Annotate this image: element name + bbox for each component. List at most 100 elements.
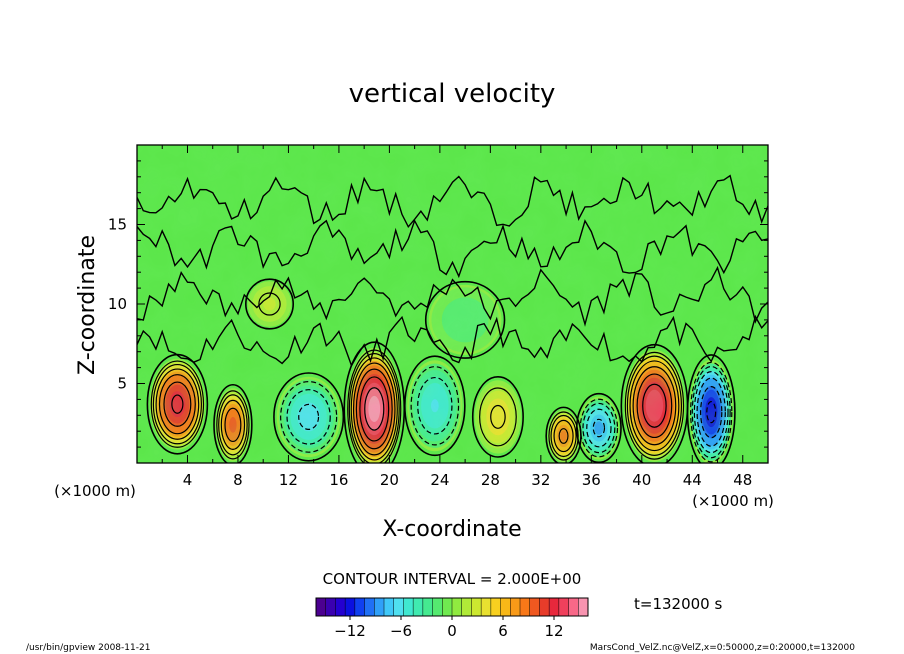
x-tick-label: 36	[582, 471, 601, 489]
contour-line	[220, 399, 246, 450]
zero-contour-lines	[137, 174, 768, 463]
colorbar-swatch	[549, 598, 560, 616]
contour-line	[410, 366, 460, 446]
zero-contour	[137, 314, 768, 368]
contour-line	[258, 292, 281, 316]
x-axis: 4 8 12 16 20 24 28 32 36 40 44 48	[161, 145, 752, 489]
contour-line	[171, 394, 184, 414]
x-tick-label: 48	[733, 471, 752, 489]
chart-title: vertical velocity	[349, 79, 556, 109]
contour-line	[624, 351, 685, 460]
zero-contour	[686, 354, 736, 463]
y-tick-label: 5	[117, 375, 127, 393]
contour-line	[579, 398, 619, 458]
colorbar-swatch	[471, 598, 482, 616]
colorbar-swatch	[345, 598, 356, 616]
contour-line	[626, 355, 683, 456]
colorbar-swatch	[364, 598, 375, 616]
x-tick-label: 8	[233, 471, 243, 489]
x-axis-unit-right: (×1000 m)	[692, 492, 774, 510]
x-tick-label: 24	[430, 471, 449, 489]
y-tick-label: 15	[108, 216, 127, 234]
contour-line	[352, 362, 396, 456]
contour-line	[364, 387, 385, 431]
zero-contour	[213, 383, 253, 463]
contour-line	[158, 374, 196, 435]
colorbar-swatch	[413, 598, 424, 616]
colorbar-tick-label: 12	[544, 622, 563, 640]
colorbar-swatch	[422, 598, 434, 616]
x-tick-label: 16	[329, 471, 348, 489]
contour-line	[636, 373, 673, 439]
colorbar-swatch	[481, 598, 492, 616]
colorbar-swatch	[500, 598, 511, 616]
contour-lines	[150, 292, 733, 463]
contour-line	[632, 366, 677, 446]
colorbar-tick-label: 0	[447, 622, 457, 640]
zero-contour	[245, 278, 295, 330]
colorbar-swatch	[490, 598, 502, 616]
plot-area	[137, 145, 768, 463]
colorbar-swatch	[568, 598, 579, 616]
contour-line	[550, 414, 577, 458]
colorbar-swatch	[529, 598, 540, 616]
colorbar-swatch	[539, 598, 550, 616]
contour-line	[286, 389, 331, 445]
x-tick-label: 12	[279, 471, 298, 489]
x-tick-label: 28	[481, 471, 500, 489]
contour-line	[592, 418, 606, 438]
colorbar-tick-label: −6	[390, 622, 412, 640]
contour-line	[586, 408, 612, 448]
zero-contour	[273, 372, 345, 462]
colorbar	[315, 597, 589, 617]
contour-line	[706, 401, 717, 424]
contour-line	[155, 368, 200, 440]
colorbar-tick-label: 6	[498, 622, 508, 640]
colorbar-swatch	[384, 598, 395, 616]
colorbar-swatch	[316, 598, 327, 616]
colorbar-swatch	[510, 598, 521, 616]
colorbar-ticks: −12 −6 0 6 12	[334, 616, 564, 640]
contour-line	[417, 376, 453, 435]
colorbar-swatch	[403, 598, 414, 616]
footer-right: MarsCond_VelZ.nc@VelZ,x=0:50000,z=0:2000…	[590, 643, 855, 653]
colorbar-swatch	[461, 598, 472, 616]
x-tick-label: 44	[683, 471, 702, 489]
y-tick-label: 10	[108, 295, 127, 313]
y-axis: 5 10 15	[108, 160, 768, 448]
colorbar-swatch	[452, 598, 463, 616]
x-tick-label: 4	[183, 471, 193, 489]
contour-line	[359, 376, 390, 442]
colorbar-swatch	[335, 598, 346, 616]
contour-line	[629, 360, 680, 452]
zero-contour	[137, 174, 768, 229]
contour-line	[691, 365, 731, 459]
colorbar-swatch	[578, 598, 589, 616]
x-tick-label: 40	[632, 471, 651, 489]
contour-line	[693, 371, 729, 454]
zero-contour	[137, 218, 768, 279]
contour-line	[350, 357, 398, 461]
contour-line	[355, 368, 393, 450]
contour-line	[348, 353, 400, 463]
colorbar-swatch	[432, 598, 443, 616]
contour-line	[280, 380, 338, 453]
contour-line	[218, 394, 248, 456]
time-label: t=132000 s	[634, 595, 722, 613]
y-axis-label: Z-coordinate	[75, 235, 100, 375]
contour-line	[152, 363, 202, 445]
contour-line	[696, 377, 726, 447]
contour-line	[642, 383, 667, 428]
contour-line	[490, 404, 506, 429]
contour-interval-label: CONTOUR INTERVAL = 2.000E+00	[323, 570, 582, 588]
colorbar-swatch	[558, 598, 570, 616]
contour-line	[163, 381, 192, 427]
contour-line	[690, 361, 733, 463]
zero-contour	[404, 355, 466, 457]
zero-contour	[424, 280, 506, 359]
colorbar-swatch	[520, 598, 531, 616]
zero-contour	[137, 265, 768, 327]
contour-line	[216, 390, 250, 460]
contour-line	[224, 407, 242, 443]
